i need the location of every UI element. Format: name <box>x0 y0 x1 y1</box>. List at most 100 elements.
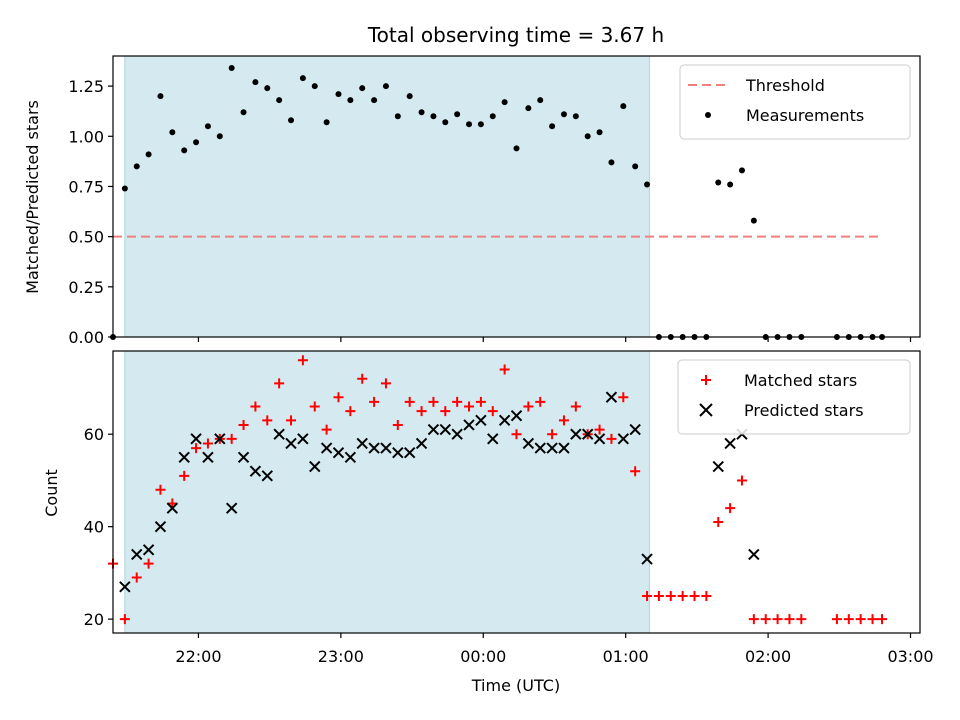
data-point <box>475 414 487 427</box>
data-point <box>523 401 534 412</box>
data-point <box>311 83 318 90</box>
data-point <box>487 433 499 445</box>
data-point <box>736 475 747 486</box>
data-point <box>357 373 368 384</box>
data-point <box>252 79 259 86</box>
observing-interval-shading <box>124 350 650 634</box>
data-point <box>181 147 188 154</box>
data-point <box>477 121 484 128</box>
data-point <box>466 121 473 128</box>
data-point <box>867 614 878 625</box>
data-point <box>309 460 321 473</box>
data-point <box>665 591 676 602</box>
data-point <box>285 437 297 450</box>
data-point <box>392 446 404 459</box>
data-point <box>464 401 475 412</box>
data-point <box>439 423 452 436</box>
data-point <box>297 433 309 445</box>
data-point <box>513 145 520 152</box>
data-point <box>452 396 463 407</box>
data-point <box>522 437 535 450</box>
legend-marker <box>705 112 711 118</box>
data-point <box>644 181 651 188</box>
data-point <box>228 65 235 72</box>
data-point <box>594 424 605 435</box>
data-point <box>276 97 283 104</box>
data-point <box>784 614 795 625</box>
data-point <box>323 119 330 126</box>
data-point <box>727 181 734 188</box>
data-point <box>131 548 143 561</box>
data-point <box>371 97 378 104</box>
data-point <box>240 109 247 116</box>
legend-marker <box>699 403 713 417</box>
data-point <box>748 614 759 625</box>
data-point <box>748 548 760 561</box>
data-point <box>321 424 332 435</box>
bottom-y-axis-label: Count <box>42 469 61 517</box>
data-point <box>617 433 630 445</box>
data-point <box>297 355 308 366</box>
y-tick-label: 60 <box>84 425 104 444</box>
data-point <box>320 442 333 454</box>
data-point <box>288 117 295 124</box>
data-point <box>309 401 320 412</box>
data-point <box>537 97 544 104</box>
data-point <box>442 119 449 126</box>
data-point <box>380 378 391 389</box>
y-tick-label: 40 <box>84 518 104 537</box>
data-point <box>406 93 413 100</box>
data-point <box>249 465 262 477</box>
data-point <box>154 520 167 533</box>
data-point <box>831 614 842 625</box>
y-tick-label: 1.00 <box>68 127 104 146</box>
data-point <box>359 85 366 92</box>
data-point <box>427 423 440 436</box>
data-point <box>701 591 712 602</box>
data-point <box>760 614 771 625</box>
data-point <box>584 133 591 140</box>
x-tick-label: 22:00 <box>175 647 221 666</box>
legend-label: Predicted stars <box>744 401 864 420</box>
data-point <box>534 442 546 454</box>
legend: Threshold Measurements <box>679 64 911 140</box>
data-point <box>712 460 724 473</box>
data-point <box>344 451 357 464</box>
data-point <box>157 93 164 100</box>
data-point <box>738 167 745 174</box>
data-point <box>511 429 522 440</box>
plot-layer: 0.00 0.25 0.50 0.75 1.00 1.25 Threshold Measure… <box>68 55 934 666</box>
data-point <box>725 503 736 514</box>
data-point <box>855 614 866 625</box>
data-point <box>119 581 131 593</box>
data-point <box>724 437 736 450</box>
data-point <box>347 97 354 104</box>
data-point <box>214 433 226 445</box>
data-point <box>877 614 888 625</box>
data-point <box>380 442 392 454</box>
data-point <box>169 129 176 136</box>
x-tick-label: 03:00 <box>887 647 933 666</box>
data-point <box>286 415 297 426</box>
data-point <box>202 438 213 449</box>
data-point <box>335 91 342 98</box>
legend-box <box>677 359 911 435</box>
data-point <box>632 163 639 170</box>
series-2 <box>119 391 760 593</box>
data-point <box>273 428 285 440</box>
data-point <box>142 544 155 556</box>
data-point <box>677 591 688 602</box>
data-point <box>451 428 463 440</box>
data-point <box>535 396 546 407</box>
data-point <box>596 129 603 136</box>
data-point <box>796 614 807 625</box>
data-point <box>225 502 238 514</box>
data-point <box>299 75 306 82</box>
x-tick-label: 23:00 <box>318 647 364 666</box>
axes-frame <box>112 55 921 338</box>
data-point <box>487 406 498 417</box>
data-point <box>179 470 190 481</box>
data-point <box>204 123 211 130</box>
data-point <box>202 451 214 464</box>
panel-2: 20 40 60 22:00 23:00 00:00 01:00 02:00 03:00 Matc… <box>84 350 934 666</box>
